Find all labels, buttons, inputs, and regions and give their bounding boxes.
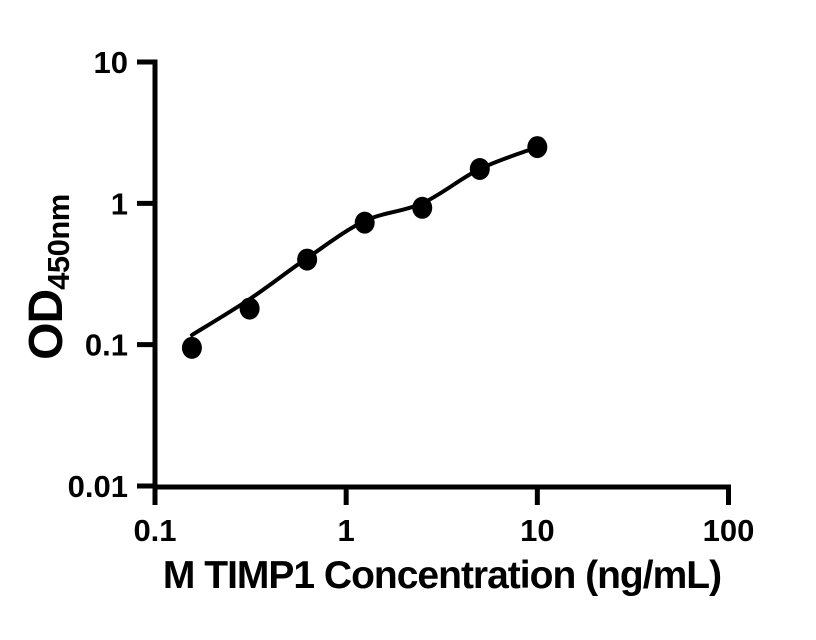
x-tick-label: 1 bbox=[338, 513, 355, 548]
data-point bbox=[354, 211, 375, 234]
x-tick-label: 0.1 bbox=[133, 513, 176, 548]
y-tick-label: 1 bbox=[111, 186, 128, 221]
data-point bbox=[181, 336, 202, 359]
data-point bbox=[412, 196, 433, 219]
y-tick-label: 10 bbox=[94, 45, 128, 80]
data-point bbox=[239, 297, 260, 320]
y-axis-title: OD450nm bbox=[16, 77, 78, 477]
x-axis-title: M TIMP1 Concentration (ng/mL) bbox=[162, 554, 722, 597]
x-tick-label: 100 bbox=[703, 513, 755, 548]
data-point bbox=[297, 248, 318, 271]
y-tick-label: 0.1 bbox=[85, 328, 128, 363]
data-point bbox=[469, 157, 490, 180]
y-axis-title-subscript: 450nm bbox=[41, 194, 76, 290]
x-tick-label: 10 bbox=[520, 513, 554, 548]
data-point bbox=[527, 136, 548, 159]
y-tick-label: 0.01 bbox=[68, 469, 128, 504]
y-axis-title-main: OD bbox=[20, 289, 73, 360]
